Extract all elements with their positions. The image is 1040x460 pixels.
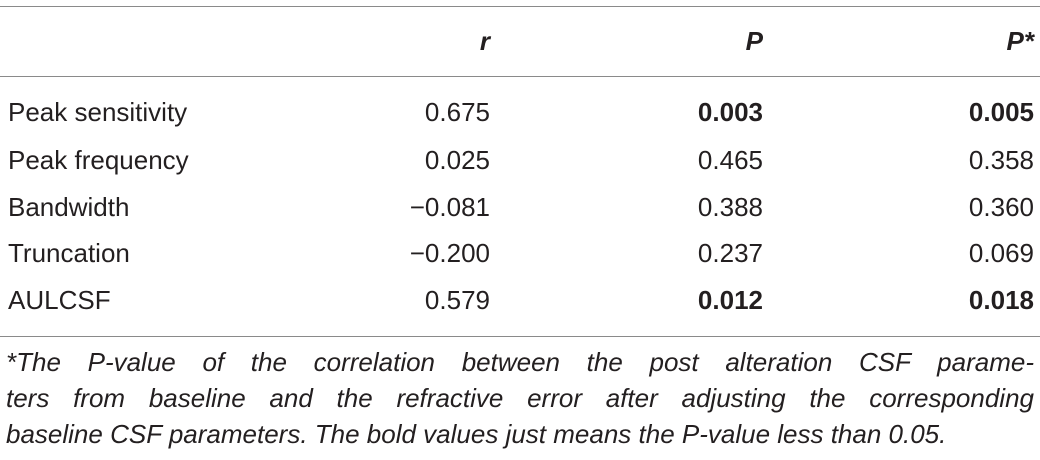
footnote-line: ters from baseline and the refractive er…	[6, 383, 1034, 413]
footnote-line: *The P-value of the correlation between …	[6, 347, 1034, 377]
table-bottom-rule	[0, 336, 1040, 337]
cell-p: 0.465	[697, 145, 763, 175]
footnote-line: baseline CSF parameters. The bold values…	[6, 419, 947, 449]
row-label-peak-sensitivity: Peak sensitivity	[8, 97, 188, 127]
cell-r: −0.081	[409, 192, 490, 222]
column-header-p: P	[745, 26, 763, 56]
row-label-peak-frequency: Peak frequency	[8, 145, 189, 175]
cell-p-star: 0.018	[968, 285, 1034, 315]
cell-p-star: 0.358	[968, 145, 1034, 175]
row-label-truncation: Truncation	[8, 238, 130, 268]
cell-p-star: 0.360	[968, 192, 1034, 222]
cell-r: 0.579	[424, 285, 490, 315]
row-label-aulcsf: AULCSF	[8, 285, 111, 315]
cell-r: 0.675	[424, 97, 490, 127]
cell-p-star: 0.005	[968, 97, 1034, 127]
cell-r: 0.025	[424, 145, 490, 175]
cell-r: −0.200	[409, 238, 490, 268]
cell-p-star: 0.069	[968, 238, 1034, 268]
table-footnote: *The P-value of the correlation between …	[6, 344, 1034, 452]
column-header-p-star: P*	[1006, 26, 1034, 56]
table-top-rule	[0, 6, 1040, 7]
cell-p: 0.388	[697, 192, 763, 222]
cell-p: 0.012	[697, 285, 763, 315]
table-header-rule	[0, 76, 1040, 77]
column-header-r: r	[479, 26, 490, 56]
cell-p: 0.237	[697, 238, 763, 268]
row-label-bandwidth: Bandwidth	[8, 192, 130, 222]
cell-p: 0.003	[697, 97, 763, 127]
